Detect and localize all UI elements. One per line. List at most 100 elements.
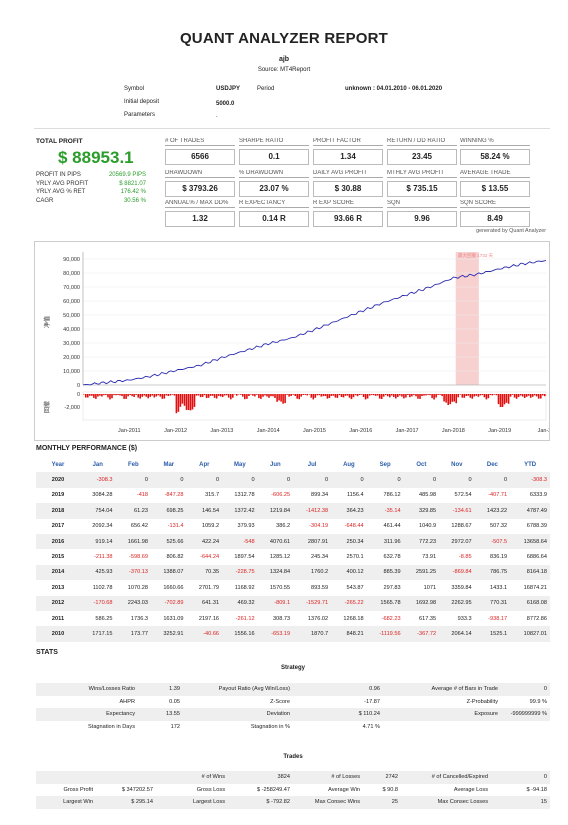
- trade-label: # of Cancelled/Expired: [401, 771, 491, 784]
- monthly-header-cell: Apr: [199, 461, 210, 468]
- equity-chart-svg: 最大回撤 1732 天 90,000 80,000 70,000 60,000 50,00…: [43, 252, 554, 434]
- drawdown-bar: [491, 394, 494, 396]
- metric-value: $ 735.15: [387, 181, 457, 197]
- drawdown-bar: [264, 394, 266, 396]
- monthly-value-cell: -648.44: [344, 523, 364, 530]
- trade-label: Average Win: [328, 786, 360, 793]
- drawdown-bar: [352, 394, 355, 398]
- trade-value: $ -792.82: [228, 796, 293, 809]
- drawdown-bar: [533, 394, 536, 396]
- drawdown-bar: [252, 394, 254, 396]
- monthly-value-cell: 893.59: [311, 584, 329, 591]
- drawdown-bar: [93, 394, 95, 398]
- monthly-header-cell: Dec: [486, 461, 498, 468]
- y-tick-label: 50,000: [63, 313, 80, 319]
- drawdown-bar: [205, 394, 208, 399]
- report-source: Source: MT4Report: [257, 67, 311, 73]
- x-tick-label: Jan-2014: [257, 428, 280, 434]
- monthly-value-cell: 1268.18: [343, 615, 364, 622]
- metric-label: PROFIT FACTOR: [313, 138, 383, 146]
- monthly-value-cell: 899.34: [311, 492, 329, 499]
- monthly-value-cell: 0: [439, 472, 475, 488]
- drawdown-bar: [477, 394, 480, 397]
- drawdown-bar: [525, 394, 528, 397]
- drawdown-bar: [324, 394, 327, 396]
- monthly-value-cell: -644.24: [200, 554, 220, 561]
- metric-label: AVERAGE TRADE: [460, 170, 530, 178]
- drawdown-bar: [125, 394, 127, 399]
- drawdown-bar: [395, 394, 397, 399]
- monthly-value-cell: 469.32: [222, 595, 258, 611]
- drawdown-bar: [415, 394, 417, 397]
- monthly-value-cell: 1156.4: [346, 492, 364, 499]
- drawdown-bar: [515, 394, 518, 399]
- equity-line: [82, 259, 547, 386]
- drawdown-bar: [505, 394, 508, 403]
- monthly-value-cell: -308.3: [510, 472, 550, 488]
- monthly-value-cell: 0: [331, 472, 367, 488]
- drawdown-bar: [189, 394, 192, 411]
- trade-value: $ 90.8: [382, 786, 398, 793]
- stat-value: 4.71 %: [362, 723, 380, 730]
- monthly-value-cell: 250.34: [331, 533, 367, 550]
- drawdown-bar: [457, 394, 459, 398]
- stat-label: Z-Probability: [466, 698, 498, 705]
- drawdown-bar: [382, 394, 385, 397]
- params-value: .: [216, 113, 218, 119]
- metric-label: MTHLY AVG PROFIT: [387, 170, 457, 178]
- drawdown-bar: [499, 394, 502, 407]
- drawdown-bar: [109, 394, 111, 400]
- drawdown-bar: [316, 394, 319, 396]
- trade-label: Largest Loss: [156, 796, 228, 809]
- drawdown-bar: [83, 394, 85, 395]
- monthly-value-cell: -938.17: [488, 615, 508, 622]
- drawdown-bar: [296, 394, 298, 399]
- monthly-value-cell: 586.25: [95, 615, 113, 622]
- monthly-value-cell: 1760.2: [293, 564, 332, 581]
- monthly-value-cell: 786.12: [383, 492, 401, 499]
- drawdown-bar: [391, 394, 393, 396]
- monthly-value-cell: 1736.3: [130, 615, 149, 622]
- metric-value: 58.24 %: [460, 149, 530, 165]
- drawdown-bar: [393, 394, 395, 397]
- stat-label: AHPR: [119, 698, 135, 705]
- x-tick-label: Jan-2013: [210, 428, 233, 434]
- metric-value: $ 30.88: [313, 181, 383, 197]
- drawdown-bar: [487, 394, 490, 399]
- y-tick-label: 40,000: [63, 327, 80, 333]
- trade-label: Largest Win: [36, 796, 96, 809]
- stat-label: Stagnation in %: [250, 723, 290, 730]
- drawdown-highlight: [455, 252, 479, 385]
- y-tick-label: 60,000: [63, 299, 80, 305]
- drawdown-bar: [135, 394, 137, 395]
- monthly-value-cell: -1529.71: [293, 595, 332, 611]
- metric-value: 9.96: [387, 211, 457, 227]
- x-tick-label: Jan-2016: [349, 428, 372, 434]
- generated-by: generated by Quant Analyzer: [476, 228, 546, 234]
- drawdown-bar: [284, 394, 286, 404]
- drawdown-bar: [385, 394, 387, 396]
- drawdown-bar: [399, 394, 401, 396]
- drawdown-bar: [318, 394, 321, 396]
- drawdown-bar: [197, 394, 200, 396]
- monthly-value-cell: 632.78: [383, 554, 401, 561]
- metric-label: R EXP SCORE: [313, 200, 383, 208]
- stat-value: 13.55: [138, 708, 183, 721]
- monthly-table: Year Jan Feb Mar Apr May Jun Jul Aug Sep Oct Nov Dec…: [36, 457, 550, 642]
- drawdown-bar: [145, 394, 147, 397]
- monthly-value-cell: -407.71: [488, 492, 508, 499]
- monthly-value-cell: 4070.61: [257, 533, 294, 550]
- drawdown-bar: [407, 394, 409, 395]
- drawdown-bar: [473, 394, 476, 397]
- drawdown-bar: [439, 394, 441, 395]
- monthly-year-cell: 2017: [51, 523, 65, 530]
- drawdown-bar: [403, 394, 405, 399]
- drawdown-bar: [258, 394, 260, 399]
- drawdown-bar: [217, 394, 220, 396]
- stat-label: Expectancy: [36, 708, 138, 721]
- period-value: unknown : 04.01.2010 - 06.01.2020: [345, 86, 443, 92]
- drawdown-bar: [342, 394, 345, 398]
- monthly-value-cell: 425.93: [80, 564, 116, 581]
- monthly-value-cell: 1660.66: [163, 584, 184, 591]
- drawdown-bar: [463, 394, 466, 398]
